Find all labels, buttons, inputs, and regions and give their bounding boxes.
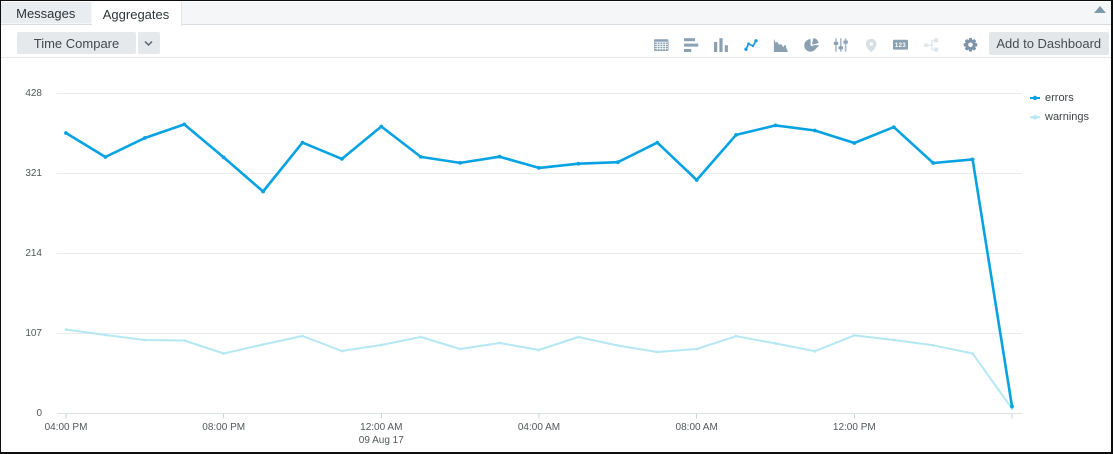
- svg-text:123: 123: [895, 43, 906, 49]
